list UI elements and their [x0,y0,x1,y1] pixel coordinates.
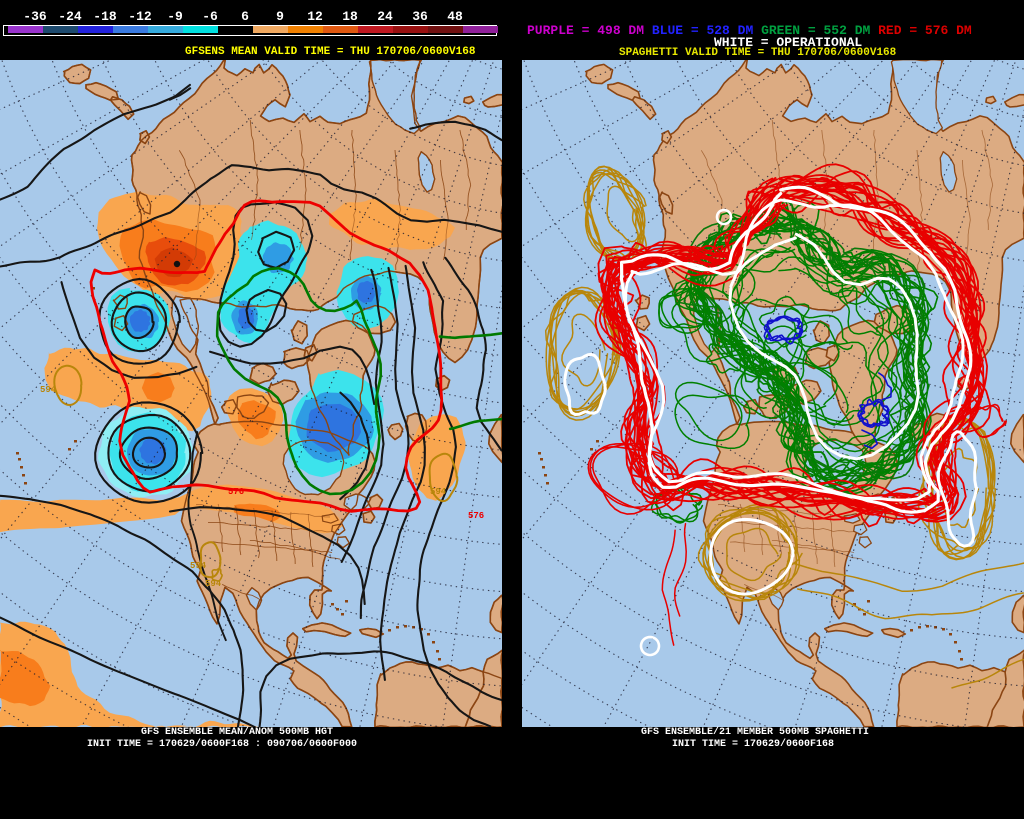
svg-text:594: 594 [190,561,207,571]
svg-text:594: 594 [205,579,222,589]
svg-text:576: 576 [468,511,484,521]
svg-text:594: 594 [40,385,57,395]
svg-text:594: 594 [430,487,447,497]
svg-text:576: 576 [228,487,244,497]
